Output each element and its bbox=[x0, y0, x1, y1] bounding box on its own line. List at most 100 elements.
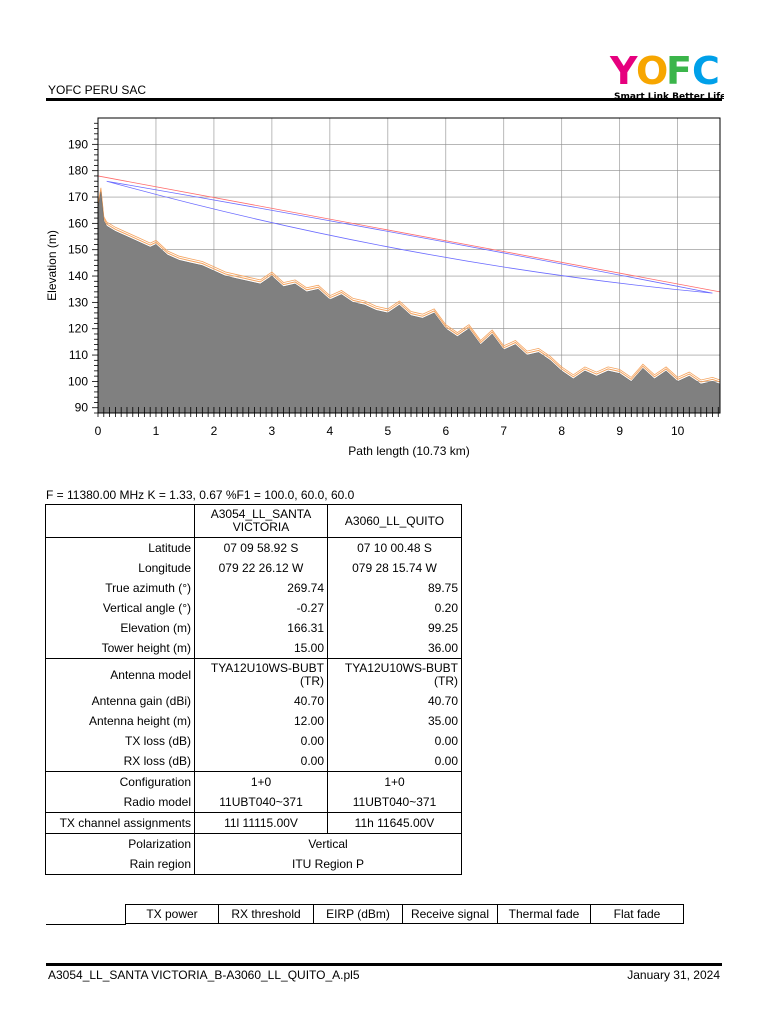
ant-model-site1: TYA12U10WS-BUBT (TR) bbox=[194, 658, 328, 691]
header-rule bbox=[46, 98, 722, 101]
x-tick-label: 2 bbox=[211, 424, 218, 438]
footer-date: January 31, 2024 bbox=[627, 968, 720, 982]
row-label: TX channel assignments bbox=[45, 812, 195, 834]
y-tick-label: 120 bbox=[68, 322, 88, 336]
x-axis-label: Path length (10.73 km) bbox=[348, 444, 469, 458]
config-site1: 1+0 bbox=[194, 771, 328, 792]
svg-text:C: C bbox=[692, 49, 720, 93]
perf-header-rx-threshold: RX threshold bbox=[218, 904, 314, 924]
site1-header: A3054_LL_SANTA VICTORIA bbox=[194, 504, 328, 538]
elevation-profile-chart: 90 100 110 120 130 140 150 160 170 180 190 0 1 2 3 4 5 6… bbox=[45, 117, 721, 458]
ant-height-site2: 35.00 bbox=[327, 711, 462, 731]
x-tick-label: 8 bbox=[558, 424, 565, 438]
row-label: Configuration bbox=[45, 771, 195, 792]
footer-rule bbox=[46, 963, 722, 966]
lon-site1: 079 22 26.12 W bbox=[194, 558, 328, 578]
y-tick-label: 140 bbox=[68, 269, 88, 283]
x-tick-label: 10 bbox=[671, 424, 685, 438]
row-label: Antenna model bbox=[45, 658, 195, 691]
x-tick-label: 7 bbox=[500, 424, 507, 438]
tx-loss-site2: 0.00 bbox=[327, 731, 462, 751]
row-label: Latitude bbox=[45, 537, 195, 558]
rx-loss-site1: 0.00 bbox=[194, 751, 328, 772]
terrain-outline-orange-2 bbox=[97, 187, 721, 381]
perf-header-tx-power: TX power bbox=[125, 904, 219, 924]
row-label: True azimuth (°) bbox=[45, 578, 195, 598]
lat-site2: 07 10 00.48 S bbox=[327, 537, 462, 558]
radio-site2: 11UBT040~371 bbox=[327, 792, 462, 813]
terrain-area bbox=[97, 191, 721, 414]
txch-site2: 11h 11645.00V bbox=[327, 812, 462, 834]
tower-site1: 15.00 bbox=[194, 638, 328, 659]
ant-model-site2: TYA12U10WS-BUBT (TR) bbox=[327, 658, 462, 691]
terrain-outline-orange bbox=[97, 189, 721, 383]
x-tick-label: 3 bbox=[269, 424, 276, 438]
row-label: Elevation (m) bbox=[45, 618, 195, 638]
fresnel-zone bbox=[106, 180, 713, 294]
svg-text:Y: Y bbox=[609, 49, 638, 93]
radio-site1: 11UBT040~371 bbox=[194, 792, 328, 813]
svg-text:F: F bbox=[666, 49, 692, 93]
row-label: Polarization bbox=[45, 833, 195, 854]
va-site2: 0.20 bbox=[327, 598, 462, 618]
y-axis-label: Elevation (m) bbox=[45, 230, 59, 301]
row-label: RX loss (dB) bbox=[45, 751, 195, 772]
yofc-logo: Y O F C Smart Link Better Life. bbox=[609, 49, 724, 102]
x-tick-label: 1 bbox=[153, 424, 160, 438]
tower-site2: 36.00 bbox=[327, 638, 462, 659]
perf-header-receive-signal: Receive signal bbox=[402, 904, 498, 924]
svg-text:Smart Link Better Life.: Smart Link Better Life. bbox=[614, 92, 724, 102]
y-tick-label: 190 bbox=[68, 137, 88, 151]
row-label: Vertical angle (°) bbox=[45, 598, 195, 618]
elev-site1: 166.31 bbox=[194, 618, 328, 638]
row-label: Tower height (m) bbox=[45, 638, 195, 659]
y-tick-label: 180 bbox=[68, 164, 88, 178]
frequency-params: F = 11380.00 MHz K = 1.33, 0.67 %F1 = 10… bbox=[46, 488, 355, 502]
x-tick-label: 4 bbox=[327, 424, 334, 438]
row-label: TX loss (dB) bbox=[45, 731, 195, 751]
txch-site1: 11l 11115.00V bbox=[194, 812, 328, 834]
x-tick-label: 0 bbox=[95, 424, 102, 438]
perf-header-flat-fade: Flat fade bbox=[590, 904, 684, 924]
polarization-value: Vertical bbox=[194, 833, 462, 854]
y-tick-label: 150 bbox=[68, 243, 88, 257]
row-label: Rain region bbox=[45, 854, 195, 875]
footer-filename: A3054_LL_SANTA VICTORIA_B-A3060_LL_QUITO… bbox=[48, 968, 360, 982]
company-name: YOFC PERU SAC bbox=[48, 83, 147, 97]
row-label: Antenna gain (dBi) bbox=[45, 691, 195, 711]
x-tick-label: 9 bbox=[616, 424, 623, 438]
y-tick-label: 110 bbox=[69, 348, 88, 362]
svg-text:O: O bbox=[636, 49, 668, 93]
lat-site1: 07 09 58.92 S bbox=[194, 537, 328, 558]
y-tick-label: 130 bbox=[68, 295, 88, 309]
elev-site2: 99.25 bbox=[327, 618, 462, 638]
tx-loss-site1: 0.00 bbox=[194, 731, 328, 751]
line-of-sight bbox=[97, 175, 721, 293]
y-tick-label: 90 bbox=[75, 401, 89, 415]
site2-header: A3060_LL_QUITO bbox=[327, 504, 462, 538]
row-label: Longitude bbox=[45, 558, 195, 578]
ant-height-site1: 12.00 bbox=[194, 711, 328, 731]
va-site1: -0.27 bbox=[194, 598, 328, 618]
lon-site2: 079 28 15.74 W bbox=[327, 558, 462, 578]
y-axis-ticks: 90 100 110 120 130 140 150 160 170 180 190 bbox=[68, 122, 98, 415]
row-label: Radio model bbox=[45, 792, 195, 813]
y-tick-label: 100 bbox=[68, 374, 88, 388]
config-site2: 1+0 bbox=[327, 771, 462, 792]
rx-loss-site2: 0.00 bbox=[327, 751, 462, 772]
x-tick-label: 6 bbox=[442, 424, 449, 438]
x-tick-label: 5 bbox=[384, 424, 391, 438]
perf-header-rule bbox=[46, 924, 126, 925]
ant-gain-site1: 40.70 bbox=[194, 691, 328, 711]
y-tick-label: 160 bbox=[68, 216, 88, 230]
perf-header-eirp: EIRP (dBm) bbox=[313, 904, 403, 924]
link-details-table: A3054_LL_SANTA VICTORIA A3060_LL_QUITO L… bbox=[45, 504, 462, 875]
y-tick-label: 170 bbox=[68, 190, 88, 204]
ant-gain-site2: 40.70 bbox=[327, 691, 462, 711]
az-site1: 269.74 bbox=[194, 578, 328, 598]
row-label: Antenna height (m) bbox=[45, 711, 195, 731]
perf-header-thermal-fade: Thermal fade bbox=[497, 904, 591, 924]
rain-region-value: ITU Region P bbox=[194, 854, 462, 875]
x-axis-ticks: 0 1 2 3 4 5 6 7 8 9 10 bbox=[95, 407, 719, 438]
az-site2: 89.75 bbox=[327, 578, 462, 598]
